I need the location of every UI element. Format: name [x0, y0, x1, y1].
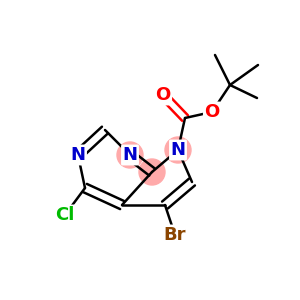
Circle shape: [165, 137, 191, 163]
Circle shape: [117, 142, 143, 168]
Circle shape: [139, 159, 165, 185]
Text: Cl: Cl: [55, 206, 75, 224]
Text: Br: Br: [164, 226, 186, 244]
Text: O: O: [204, 103, 220, 121]
Text: N: N: [70, 146, 86, 164]
Text: O: O: [155, 86, 171, 104]
Text: N: N: [170, 141, 185, 159]
Text: N: N: [122, 146, 137, 164]
